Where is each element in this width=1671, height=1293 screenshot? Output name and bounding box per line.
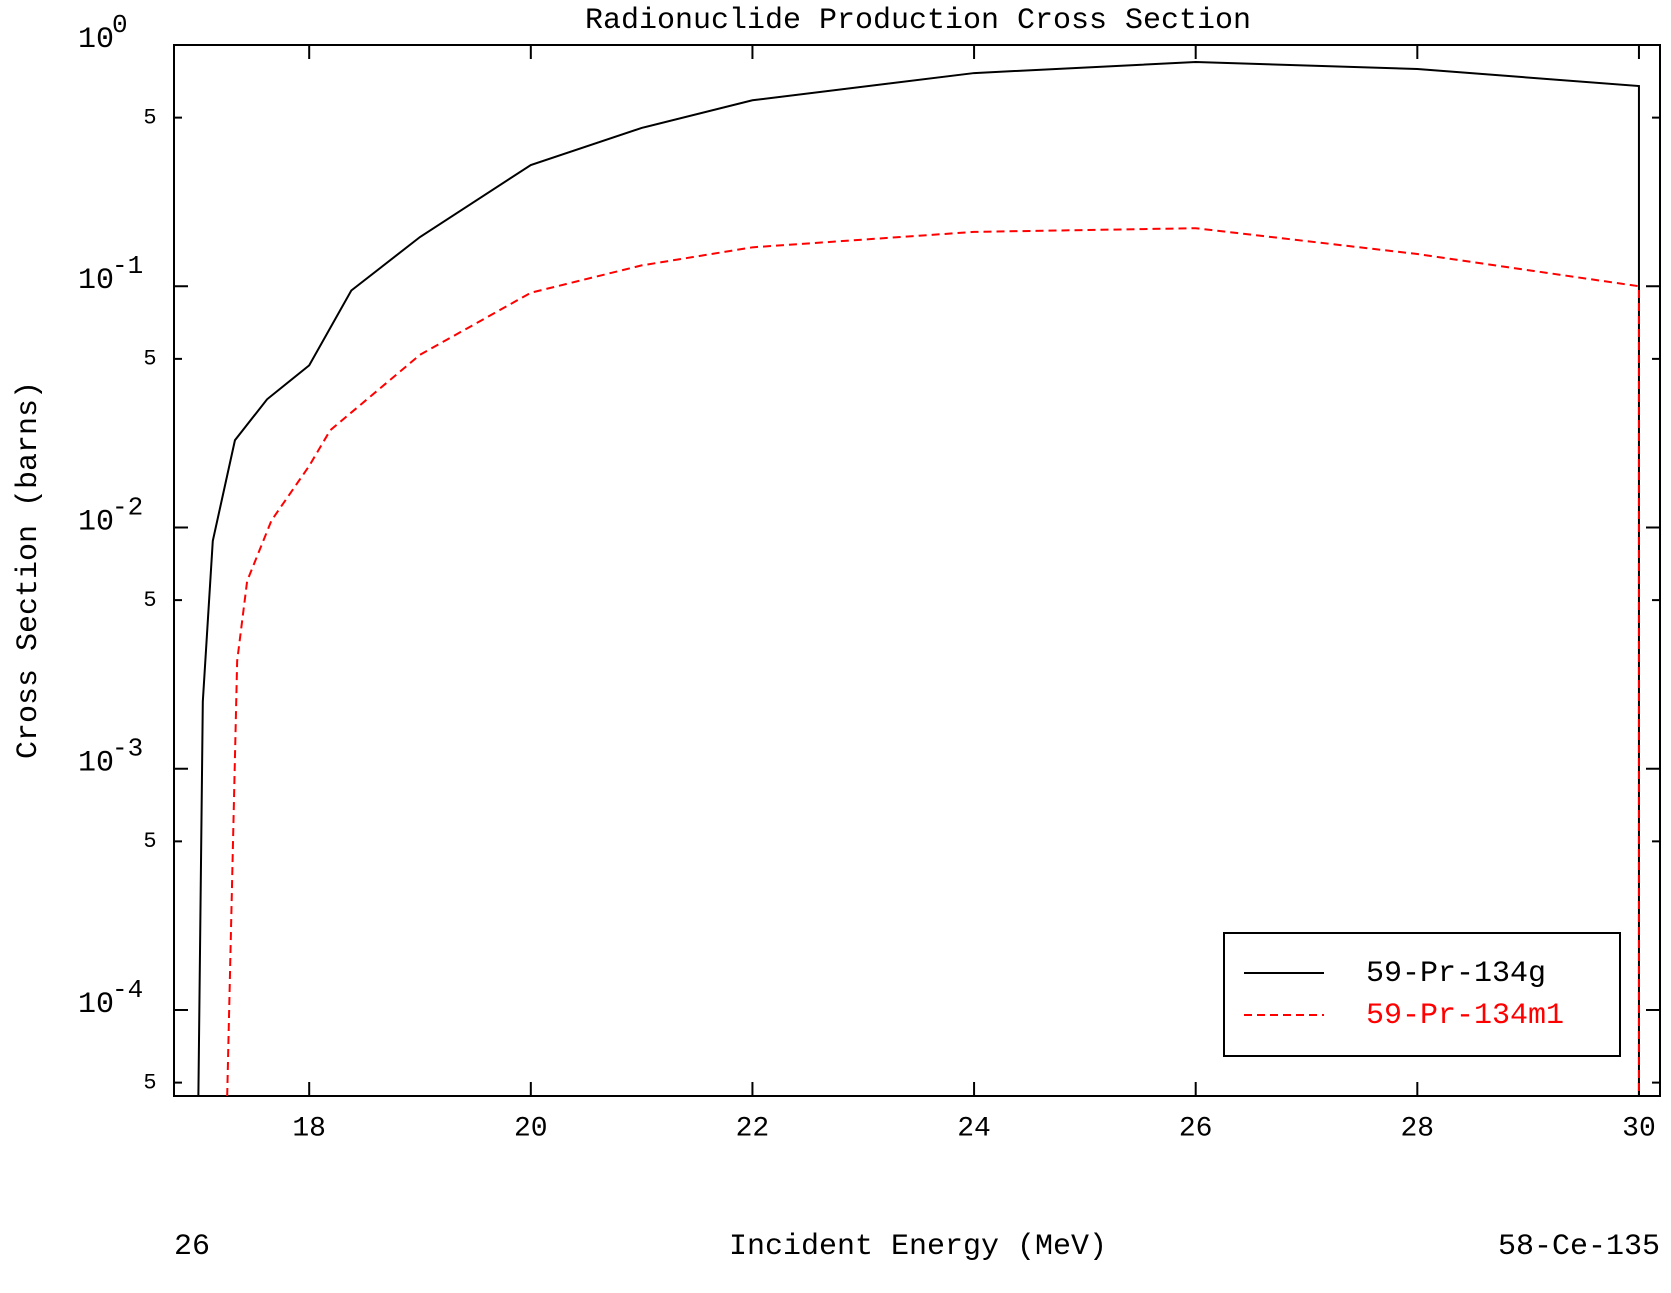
y-tick-label: 10 bbox=[78, 264, 114, 298]
x-tick-label: 22 bbox=[736, 1113, 770, 1144]
y-tick-label: 5 bbox=[143, 588, 156, 613]
y-tick-exponent: -1 bbox=[112, 251, 143, 281]
series-line bbox=[197, 61, 1640, 1097]
y-tick-exponent: 0 bbox=[112, 10, 128, 40]
x-tick-label: 30 bbox=[1622, 1113, 1656, 1144]
x-tick-label: 24 bbox=[957, 1113, 991, 1144]
y-tick-label: 10 bbox=[78, 23, 114, 57]
x-axis-label: Incident Energy (MeV) bbox=[729, 1230, 1107, 1264]
y-tick-label: 10 bbox=[78, 505, 114, 539]
y-tick-exponent: -3 bbox=[112, 734, 143, 764]
series-line bbox=[226, 227, 1640, 1097]
plot-frame bbox=[173, 44, 1661, 1097]
x-tick-label: 20 bbox=[514, 1113, 548, 1144]
legend-box bbox=[1223, 932, 1621, 1057]
y-tick-label: 10 bbox=[78, 988, 114, 1022]
y-axis-label: Cross Section (barns) bbox=[12, 381, 46, 759]
y-tick-label: 5 bbox=[143, 105, 156, 130]
y-tick-label: 5 bbox=[143, 347, 156, 372]
legend-label: 59-Pr-134g bbox=[1366, 957, 1546, 991]
x-tick-label: 26 bbox=[1179, 1113, 1213, 1144]
y-tick-label: 10 bbox=[78, 747, 114, 781]
x-tick-label: 28 bbox=[1401, 1113, 1435, 1144]
y-tick-exponent: -2 bbox=[112, 492, 143, 522]
x-tick-label: 18 bbox=[292, 1113, 326, 1144]
y-tick-label: 5 bbox=[143, 829, 156, 854]
y-tick-label: 5 bbox=[143, 1070, 156, 1095]
y-tick-exponent: -4 bbox=[112, 975, 143, 1005]
footer-left: 26 bbox=[174, 1230, 210, 1264]
legend-label: 59-Pr-134m1 bbox=[1366, 999, 1564, 1033]
chart-title: Radionuclide Production Cross Section bbox=[585, 4, 1251, 38]
footer-right: 58-Ce-135 bbox=[1498, 1230, 1660, 1264]
